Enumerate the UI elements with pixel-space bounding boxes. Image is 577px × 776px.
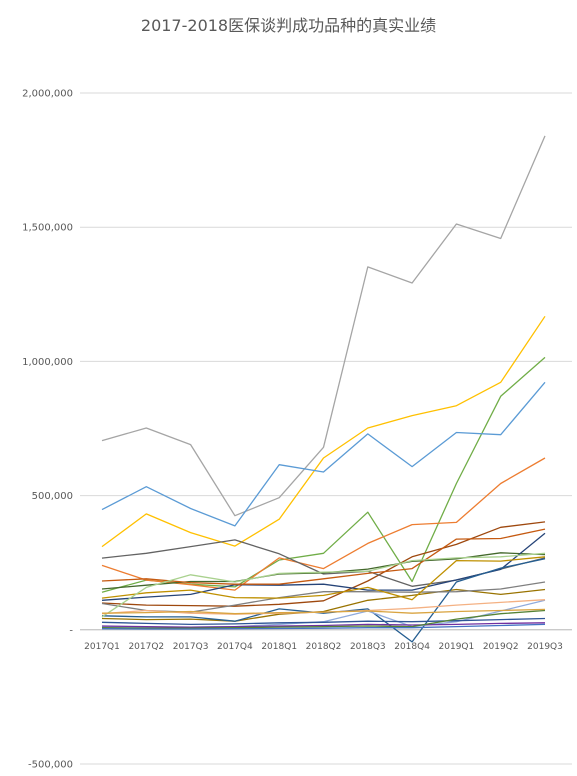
series-line-4 (101, 381, 546, 527)
series-line-14 (101, 556, 546, 601)
y-tick-label: 500,000 (32, 491, 73, 502)
x-tick-label: 2017Q4 (217, 642, 253, 652)
x-tick-label: 2018Q1 (261, 642, 297, 652)
x-tick-label: 2019Q2 (483, 642, 519, 652)
series-line-9 (101, 532, 546, 601)
series-line-18 (101, 617, 546, 626)
series-line-6 (101, 521, 546, 607)
series-line-22 (101, 623, 546, 630)
y-tick-label: 1,500,000 (22, 223, 73, 234)
x-tick-label: 2019Q3 (527, 642, 563, 652)
x-tick-label: 2017Q2 (128, 642, 164, 652)
x-tick-label: 2018Q4 (394, 642, 430, 652)
series-line-8 (101, 552, 546, 590)
x-tick-label: 2018Q2 (306, 642, 342, 652)
series-line-1 (101, 135, 546, 517)
series-line-19 (101, 622, 546, 628)
x-tick-label: 2017Q1 (84, 642, 120, 652)
series-line-16 (101, 552, 546, 618)
chart-title: 2017-2018医保谈判成功品种的真实业绩 (140, 16, 437, 35)
y-tick-label: - (69, 625, 73, 636)
x-tick-label: 2017Q3 (173, 642, 209, 652)
series-line-21 (101, 608, 546, 615)
y-tick-label: -500,000 (28, 760, 73, 771)
series-line-12 (101, 528, 546, 585)
series-line-20 (101, 609, 546, 629)
x-tick-label: 2019Q1 (439, 642, 475, 652)
y-tick-label: 1,000,000 (22, 357, 73, 368)
series-line-11 (101, 558, 546, 643)
y-tick-label: 2,000,000 (22, 89, 73, 100)
series-line-5 (101, 457, 546, 591)
x-tick-label: 2018Q3 (350, 642, 386, 652)
series-line-13 (101, 581, 546, 613)
series-line-2 (101, 315, 546, 548)
